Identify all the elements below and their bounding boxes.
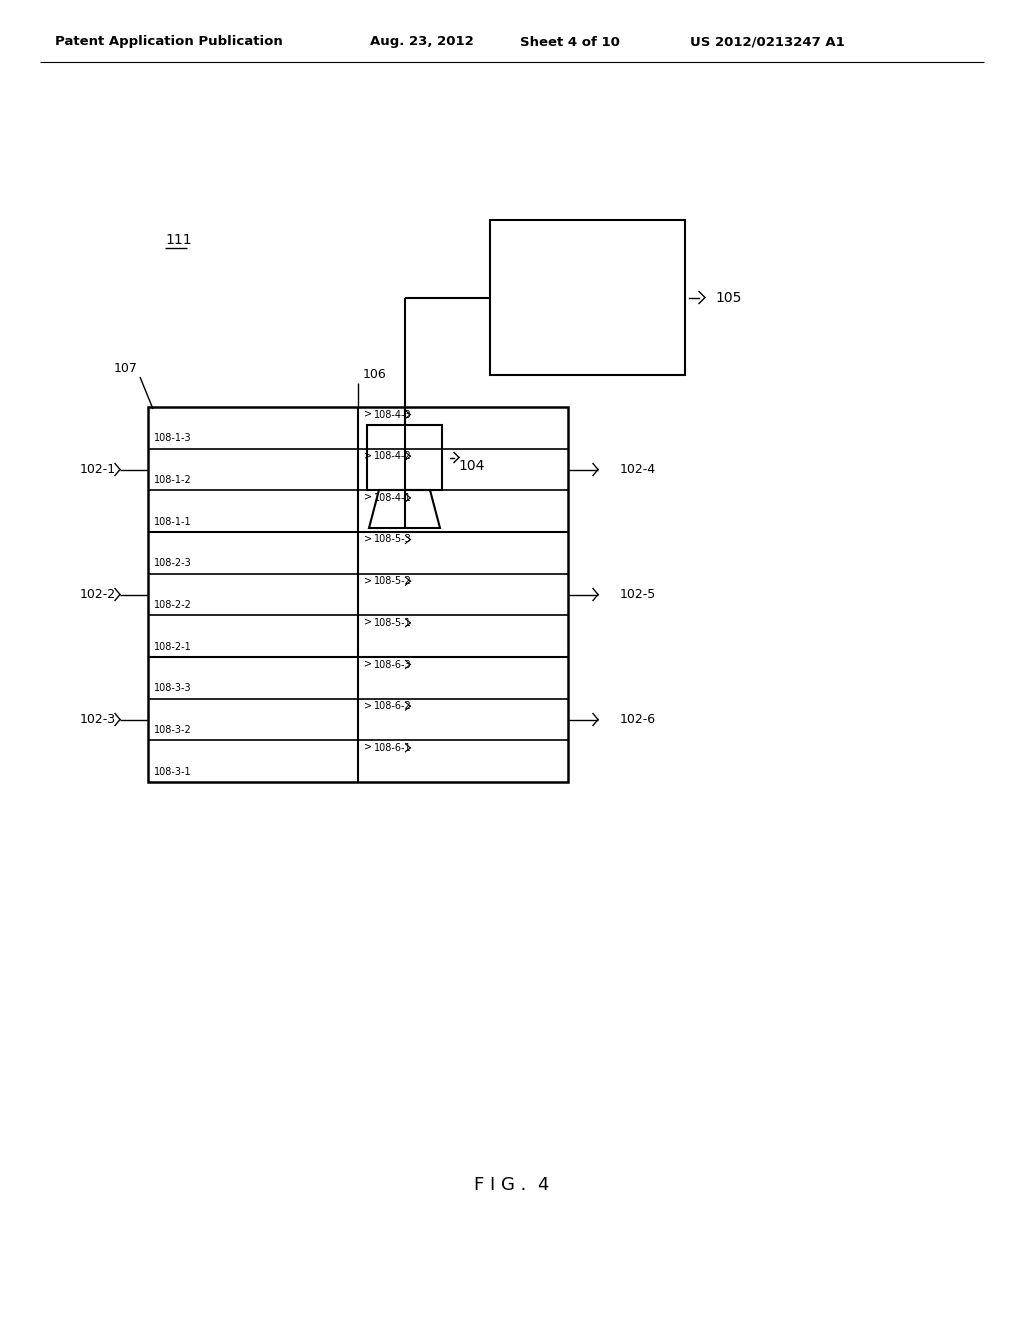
Text: US 2012/0213247 A1: US 2012/0213247 A1 <box>690 36 845 49</box>
Text: 108-2-3: 108-2-3 <box>154 558 191 568</box>
Text: >: > <box>364 533 372 544</box>
Text: 111: 111 <box>165 234 191 247</box>
Bar <box>490 220 685 375</box>
Text: 102-5: 102-5 <box>620 587 656 601</box>
Text: >: > <box>364 492 372 502</box>
Text: 104: 104 <box>458 458 484 473</box>
Text: 108-4-2: 108-4-2 <box>374 451 412 461</box>
Bar <box>148 407 568 781</box>
Text: 108-1-3: 108-1-3 <box>154 433 191 444</box>
Text: 108-2-1: 108-2-1 <box>154 642 191 652</box>
Text: >: > <box>364 576 372 585</box>
Text: 108-1-1: 108-1-1 <box>154 516 191 527</box>
Text: 102-1: 102-1 <box>80 463 116 477</box>
Text: >: > <box>364 659 372 668</box>
Text: 108-1-2: 108-1-2 <box>154 475 191 484</box>
Text: >: > <box>364 742 372 752</box>
Bar <box>367 425 442 490</box>
Text: 102-6: 102-6 <box>620 713 656 726</box>
Text: 108-5-3: 108-5-3 <box>374 535 412 544</box>
Text: 102-3: 102-3 <box>80 713 116 726</box>
Text: 108-5-2: 108-5-2 <box>374 576 412 586</box>
Text: F I G .  4: F I G . 4 <box>474 1176 550 1195</box>
Text: >: > <box>364 408 372 418</box>
Text: >: > <box>364 450 372 461</box>
Text: 108-3-1: 108-3-1 <box>154 767 191 776</box>
Text: >: > <box>364 700 372 710</box>
Text: 108-2-2: 108-2-2 <box>154 599 191 610</box>
Text: 108-3-2: 108-3-2 <box>154 725 191 735</box>
Text: >: > <box>364 616 372 627</box>
Text: Sheet 4 of 10: Sheet 4 of 10 <box>520 36 620 49</box>
Text: 108-4-3: 108-4-3 <box>374 409 412 420</box>
Text: 108-6-2: 108-6-2 <box>374 701 412 711</box>
Text: 107: 107 <box>114 363 138 375</box>
Text: Aug. 23, 2012: Aug. 23, 2012 <box>370 36 474 49</box>
Text: 102-4: 102-4 <box>620 463 656 477</box>
Text: 108-3-3: 108-3-3 <box>154 684 191 693</box>
Text: 108-6-1: 108-6-1 <box>374 743 412 752</box>
Text: 108-5-1: 108-5-1 <box>374 618 412 628</box>
Text: Patent Application Publication: Patent Application Publication <box>55 36 283 49</box>
Text: 105: 105 <box>715 290 741 305</box>
Text: 108-6-3: 108-6-3 <box>374 660 412 669</box>
Text: 108-4-1: 108-4-1 <box>374 492 412 503</box>
Text: 106: 106 <box>362 368 387 381</box>
Text: 102-2: 102-2 <box>80 587 116 601</box>
